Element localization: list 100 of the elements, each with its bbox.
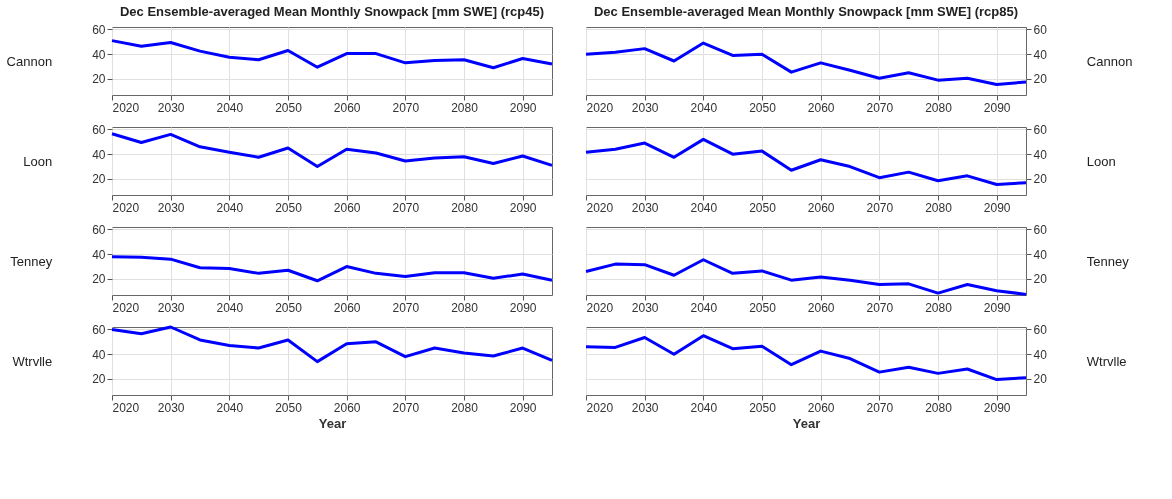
x-tick-label: 2060 [333, 200, 361, 215]
y-tick-label: 60 [92, 222, 106, 237]
x-tick-label: 2060 [333, 400, 361, 415]
y-tick-label: 40 [1033, 47, 1048, 62]
y-tick-label: 40 [1033, 247, 1048, 262]
y-axis-title: Cannon [6, 53, 53, 69]
x-tick-label: 2030 [157, 200, 185, 215]
y-axis-title: Wtrvlle [1086, 353, 1127, 369]
x-tick-label: 2090 [983, 300, 1011, 315]
y-tick-label: 60 [92, 122, 106, 137]
y-tick-label: 60 [1033, 322, 1048, 337]
x-tick-label: 2020 [586, 200, 614, 215]
y-tick-label: 60 [1033, 222, 1048, 237]
line-series [110, 39, 554, 70]
x-tick-label: 2030 [631, 200, 659, 215]
x-tick-label: 2040 [690, 100, 718, 115]
x-tick-label: 2060 [807, 200, 835, 215]
x-tick-label: 2060 [333, 300, 361, 315]
x-tick-label: 2030 [157, 300, 185, 315]
x-axis-title: Year [318, 415, 347, 431]
x-tick-label: 2080 [451, 200, 479, 215]
x-tick-label: 2070 [866, 200, 894, 215]
y-axis-title: Wtrvlle [12, 353, 53, 369]
y-tick-label: 40 [1033, 147, 1048, 162]
x-tick-label: 2070 [866, 100, 894, 115]
y-tick-label: 40 [92, 347, 106, 362]
y-tick-label: 20 [92, 272, 106, 287]
x-tick-label: 2080 [925, 400, 953, 415]
x-tick-label: 2070 [866, 300, 894, 315]
y-tick-label: 60 [92, 22, 106, 37]
line-series [584, 334, 1028, 382]
x-tick-label: 2060 [807, 400, 835, 415]
x-tick-label: 2080 [925, 100, 953, 115]
y-tick-label: 60 [1033, 122, 1048, 137]
y-tick-label: 40 [1033, 347, 1048, 362]
x-tick-label: 2050 [749, 300, 777, 315]
x-tick-label: 2090 [509, 400, 537, 415]
x-tick-label: 2080 [451, 400, 479, 415]
x-tick-label: 2060 [807, 100, 835, 115]
x-tick-label: 2030 [631, 300, 659, 315]
y-axis-title: Cannon [1086, 53, 1133, 69]
x-tick-label: 2020 [112, 200, 140, 215]
y-tick-label: 20 [92, 72, 106, 87]
y-tick-label: 40 [92, 47, 106, 62]
x-tick-label: 2070 [392, 100, 420, 115]
y-tick-label: 20 [1033, 272, 1048, 287]
x-tick-label: 2020 [112, 100, 140, 115]
x-tick-label: 2080 [451, 100, 479, 115]
x-tick-label: 2050 [749, 100, 777, 115]
x-tick-label: 2090 [983, 200, 1011, 215]
x-tick-label: 2080 [925, 300, 953, 315]
x-tick-label: 2090 [509, 300, 537, 315]
x-tick-label: 2030 [157, 400, 185, 415]
x-tick-label: 2050 [275, 300, 303, 315]
x-tick-label: 2050 [275, 200, 303, 215]
x-tick-label: 2040 [216, 200, 244, 215]
line-series [584, 258, 1028, 296]
x-tick-label: 2070 [392, 200, 420, 215]
x-tick-label: 2030 [157, 100, 185, 115]
x-tick-label: 2040 [690, 300, 718, 315]
x-tick-label: 2050 [749, 400, 777, 415]
y-axis-title: Loon [1086, 153, 1116, 169]
x-tick-label: 2080 [925, 200, 953, 215]
y-axis-title: Tenney [1086, 253, 1130, 269]
chart-title: Dec Ensemble-averaged Mean Monthly Snowpack [mm SWE] (rcp45) [119, 4, 545, 20]
x-tick-label: 2040 [216, 300, 244, 315]
x-tick-label: 2040 [690, 400, 718, 415]
y-tick-label: 20 [92, 172, 106, 187]
x-tick-label: 2020 [586, 100, 614, 115]
y-tick-label: 20 [1033, 72, 1048, 87]
x-tick-label: 2090 [509, 100, 537, 115]
x-tick-label: 2020 [112, 400, 140, 415]
x-tick-label: 2040 [216, 400, 244, 415]
x-tick-label: 2020 [586, 400, 614, 415]
y-tick-label: 60 [1033, 22, 1048, 37]
line-series [584, 137, 1028, 186]
x-tick-label: 2040 [216, 100, 244, 115]
y-tick-label: 20 [1033, 172, 1048, 187]
y-tick-label: 40 [92, 247, 106, 262]
y-tick-label: 60 [92, 322, 106, 337]
y-tick-label: 40 [92, 147, 106, 162]
x-axis-title: Year [792, 415, 821, 431]
x-tick-label: 2050 [275, 400, 303, 415]
x-tick-label: 2060 [807, 300, 835, 315]
line-series [584, 41, 1028, 86]
y-axis-title: Loon [23, 153, 53, 169]
x-tick-label: 2050 [275, 100, 303, 115]
x-tick-label: 2030 [631, 400, 659, 415]
y-axis-title: Tenney [10, 253, 53, 269]
x-tick-label: 2070 [866, 400, 894, 415]
chart-title: Dec Ensemble-averaged Mean Monthly Snowpack [mm SWE] (rcp85) [593, 4, 1019, 20]
x-tick-label: 2020 [586, 300, 614, 315]
x-tick-label: 2050 [749, 200, 777, 215]
x-tick-label: 2030 [631, 100, 659, 115]
x-tick-label: 2020 [112, 300, 140, 315]
x-tick-label: 2080 [451, 300, 479, 315]
x-tick-label: 2090 [983, 400, 1011, 415]
x-tick-label: 2090 [983, 100, 1011, 115]
x-tick-label: 2070 [392, 400, 420, 415]
x-tick-label: 2090 [509, 200, 537, 215]
